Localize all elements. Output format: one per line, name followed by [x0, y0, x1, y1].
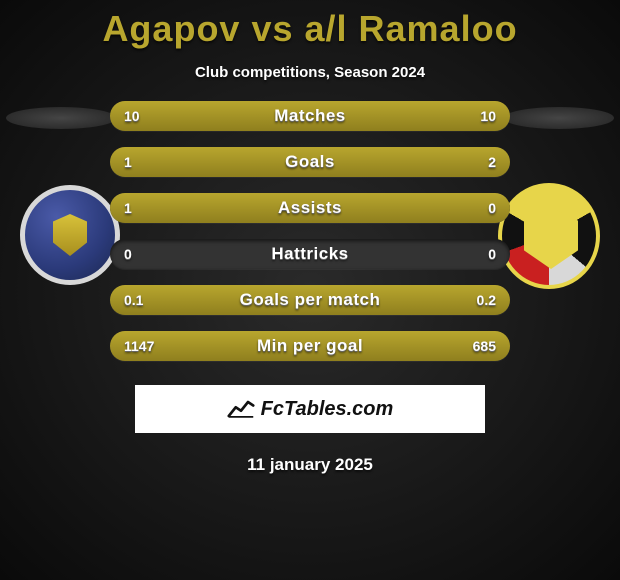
stat-label: Goals	[110, 147, 510, 177]
stat-value-right: 685	[473, 331, 496, 361]
stat-label: Assists	[110, 193, 510, 223]
team-crest-left	[20, 185, 120, 285]
team-crest-right	[498, 183, 600, 289]
comparison-stage: Matches1010Goals12Assists10Hattricks00Go…	[0, 107, 620, 367]
stat-label: Min per goal	[110, 331, 510, 361]
stat-value-right: 0	[488, 239, 496, 269]
stat-value-left: 10	[124, 101, 140, 131]
stat-value-left: 1	[124, 147, 132, 177]
stat-row: Min per goal1147 685	[110, 331, 510, 361]
stat-label: Goals per match	[110, 285, 510, 315]
stat-value-left: 1	[124, 193, 132, 223]
stat-bars-container: Matches1010Goals12Assists10Hattricks00Go…	[110, 101, 510, 377]
page-title: Agapov vs a/l Ramaloo	[0, 0, 620, 50]
chart-icon	[227, 397, 255, 421]
brand-badge[interactable]: FcTables.com	[135, 385, 485, 433]
crest-shadow-right	[504, 107, 614, 129]
stat-value-right: 0.2	[477, 285, 496, 315]
page-subtitle: Club competitions, Season 2024	[0, 64, 620, 81]
stat-row: Matches10 10	[110, 101, 510, 131]
stat-row: Goals1 2	[110, 147, 510, 177]
stat-value-left: 0	[124, 239, 132, 269]
stat-value-right: 0	[488, 193, 496, 223]
crest-shadow-left	[6, 107, 116, 129]
stat-label: Matches	[110, 101, 510, 131]
stat-label: Hattricks	[110, 239, 510, 269]
stat-row: Hattricks0 0	[110, 239, 510, 269]
stat-value-right: 10	[480, 101, 496, 131]
stat-row: Assists1 0	[110, 193, 510, 223]
footer-date: 11 january 2025	[0, 455, 620, 475]
stat-value-left: 0.1	[124, 285, 143, 315]
stat-row: Goals per match0.1 0.2	[110, 285, 510, 315]
brand-text: FcTables.com	[261, 398, 394, 421]
stat-value-right: 2	[488, 147, 496, 177]
stat-value-left: 1147	[124, 331, 154, 361]
